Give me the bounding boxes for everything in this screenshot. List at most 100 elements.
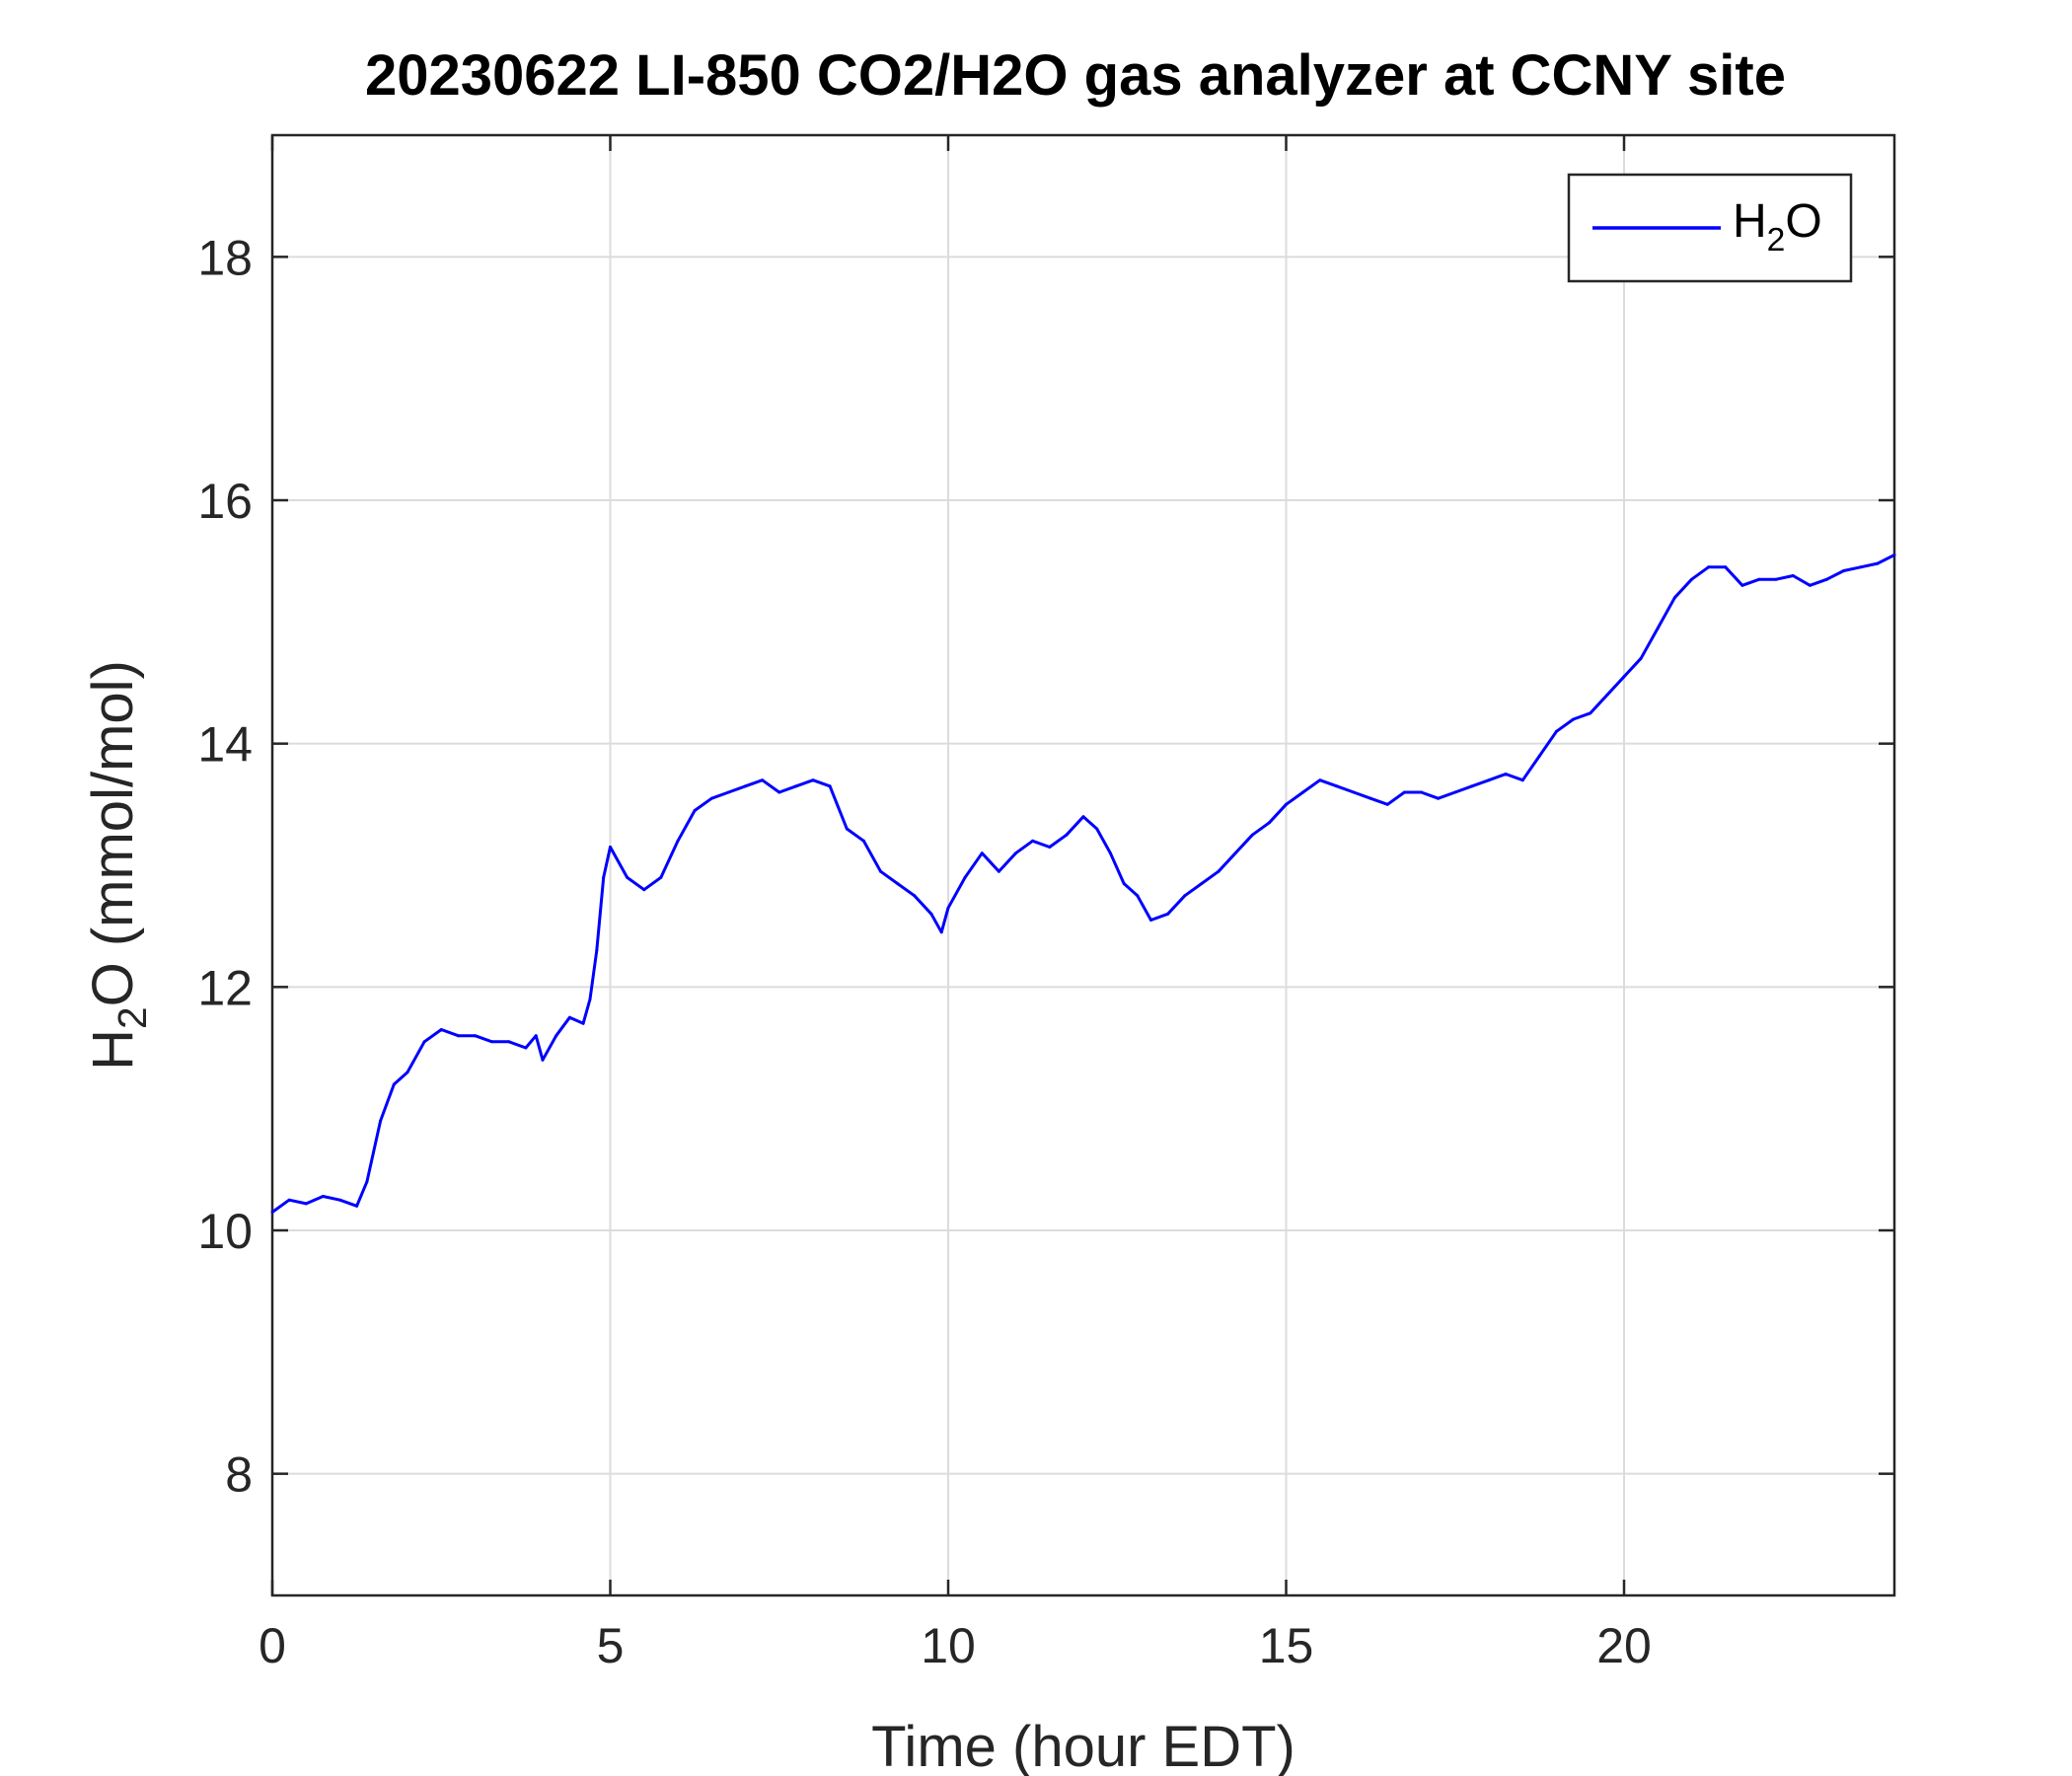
y-tick-label: 8 [225, 1447, 253, 1503]
data-point [913, 894, 917, 898]
x-tick-label: 10 [921, 1618, 976, 1673]
data-point [1420, 790, 1423, 794]
data-point [693, 809, 697, 812]
data-point [1520, 778, 1524, 782]
data-point [1504, 773, 1508, 776]
data-point [1065, 833, 1069, 837]
data-point [1352, 790, 1356, 794]
data-point [879, 869, 882, 873]
data-point [1095, 827, 1099, 831]
data-point [1859, 565, 1863, 569]
data-point [1656, 627, 1660, 629]
data-point [507, 1040, 511, 1044]
data-point [626, 875, 629, 879]
data-point [1791, 574, 1795, 577]
data-point [555, 1034, 558, 1038]
plot-area-frame [270, 133, 1896, 1597]
data-point [1690, 577, 1693, 581]
data-point [1335, 784, 1339, 788]
data-point [1876, 561, 1880, 565]
data-point [595, 948, 599, 952]
data-point [828, 784, 832, 788]
data-point [1183, 894, 1187, 898]
data-point [1757, 577, 1761, 581]
data-point [761, 778, 765, 782]
data-point [1217, 869, 1221, 873]
data-point [939, 930, 943, 934]
data-point [1250, 833, 1254, 837]
data-point [1639, 656, 1643, 660]
data-point [845, 827, 849, 831]
data-point [946, 906, 950, 910]
data-point [1301, 790, 1305, 794]
data-point [1808, 583, 1812, 587]
data-point [602, 875, 606, 879]
data-point [321, 1195, 325, 1198]
y-axis-label-sub: 2 [110, 1006, 155, 1029]
data-point [1842, 569, 1846, 572]
data-point [1555, 729, 1558, 733]
data-point [811, 778, 815, 782]
data-point [287, 1198, 291, 1202]
data-point [1014, 851, 1017, 855]
data-point [1318, 778, 1322, 782]
data-point [1774, 577, 1778, 581]
y-tick-label: 12 [197, 960, 253, 1015]
legend: H2O [1567, 173, 1853, 283]
data-point [1453, 790, 1457, 794]
data-point [1724, 565, 1728, 569]
series-line-h2o [271, 554, 1895, 1214]
data-point [963, 875, 967, 879]
data-point [1285, 802, 1288, 806]
data-point [338, 1198, 341, 1202]
data-point [1589, 711, 1592, 715]
data-point [1825, 577, 1828, 581]
y-tick-label: 10 [197, 1204, 253, 1259]
data-point [861, 839, 865, 843]
legend-label: H2O [1733, 195, 1822, 259]
legend-label-base: H [1733, 195, 1767, 248]
data-point [474, 1034, 477, 1038]
data-point [567, 1015, 571, 1019]
data-point [709, 796, 713, 800]
data-point [1470, 784, 1474, 788]
data-point [642, 888, 646, 892]
legend-label-rest: O [1785, 195, 1821, 248]
data-point [1136, 894, 1140, 898]
x-axis-label: Time (hour EDT) [871, 1715, 1295, 1776]
data-point [676, 839, 680, 843]
data-point [392, 1082, 396, 1086]
data-point [588, 998, 592, 1001]
data-point [456, 1034, 460, 1038]
data-point [1166, 912, 1170, 916]
data-point [379, 1119, 383, 1123]
data-point [1707, 565, 1711, 569]
x-tick-label: 20 [1596, 1618, 1652, 1673]
data-point [1572, 717, 1576, 721]
data-point [365, 1180, 369, 1184]
data-point [270, 1211, 274, 1214]
data-point [1385, 802, 1389, 806]
data-point [794, 784, 798, 788]
data-point [1122, 882, 1126, 885]
data-point [541, 1058, 545, 1062]
y-axis-label-rest: O (mmol/mol) [81, 660, 145, 1006]
data-point [659, 875, 663, 879]
data-point [1267, 821, 1271, 825]
chart-title: 20230622 LI-850 CO2/H2O gas analyzer at … [365, 43, 1786, 108]
legend-label-sub: 2 [1767, 222, 1786, 259]
data-point [304, 1202, 308, 1206]
data-point [1369, 796, 1372, 800]
data-point [439, 1028, 443, 1031]
data-point [1537, 754, 1541, 758]
grid-lines [271, 135, 1894, 1595]
data-point [777, 790, 781, 794]
y-tick-label: 18 [197, 230, 253, 285]
x-tick-label: 5 [597, 1618, 625, 1673]
data-point [896, 882, 900, 885]
data-point [1081, 815, 1085, 819]
y-tick-label: 16 [197, 474, 253, 529]
data-point [1200, 882, 1204, 885]
data-point [929, 912, 933, 916]
